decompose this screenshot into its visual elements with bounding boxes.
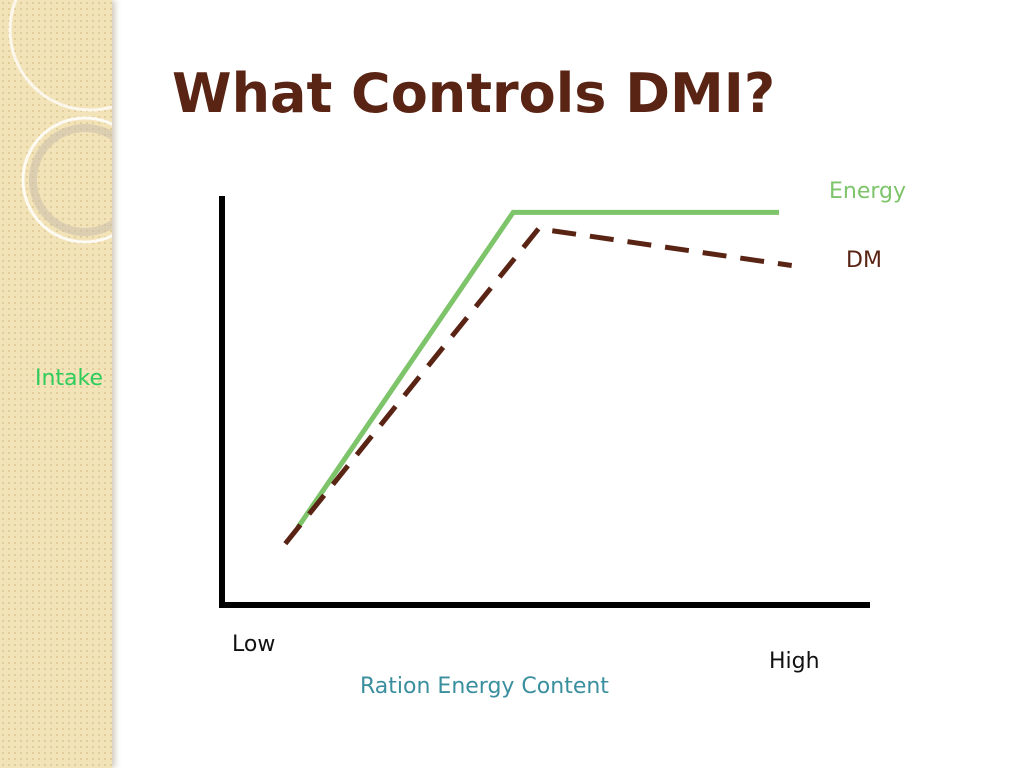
series-line-energy [295,209,780,529]
slide-title: What Controls DMI? [172,62,776,125]
x-tick-label-high: High [769,649,820,674]
decorative-circles-icon [8,0,112,244]
series-line-dm [283,226,793,546]
series-label-dm: DM [846,248,882,273]
y-axis-label: Intake [35,366,104,391]
series-layer [283,209,793,546]
series-label-energy: Energy [829,179,907,204]
x-tick-label-low: Low [232,632,276,657]
x-axis-label: Ration Energy Content [360,674,609,699]
decorative-side-strip [0,0,112,768]
